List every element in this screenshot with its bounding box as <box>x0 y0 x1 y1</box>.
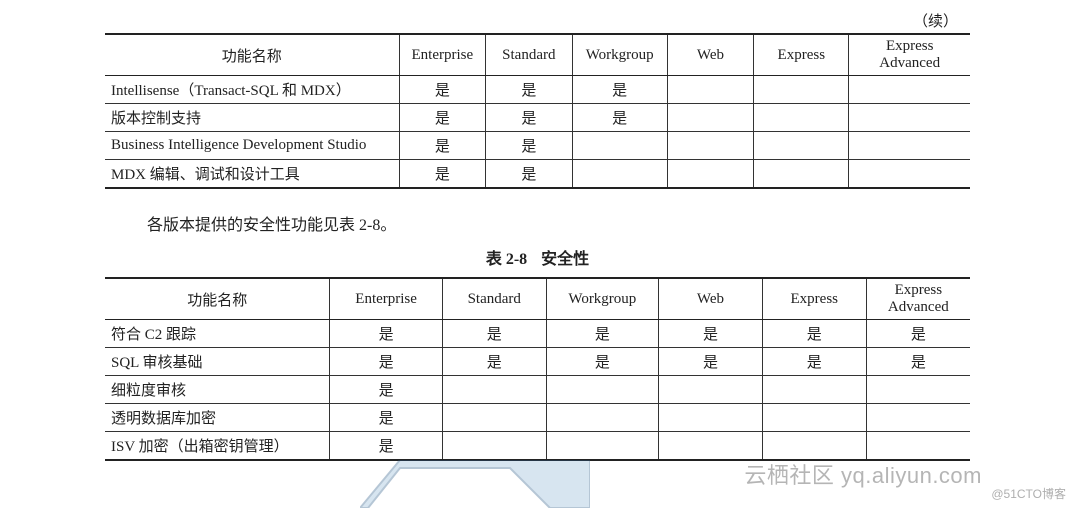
table1-row: Business Intelligence Development Studio… <box>105 132 970 160</box>
table1-cell <box>667 160 754 189</box>
table1-cell <box>667 76 754 104</box>
table1-cell: 是 <box>399 132 486 160</box>
table-caption: 表 2-8 安全性 <box>105 245 970 269</box>
table2-cell <box>659 404 763 432</box>
table2-cell <box>442 432 546 461</box>
table1-cell <box>849 76 970 104</box>
table2-cell: ISV 加密（出箱密钥管理） <box>105 432 330 461</box>
table1-cell: 是 <box>572 76 667 104</box>
table1-cell <box>667 104 754 132</box>
table1-cell <box>754 76 849 104</box>
table1-cell <box>849 132 970 160</box>
table1-cell: 是 <box>399 160 486 189</box>
table1-row: Intellisense（Transact-SQL 和 MDX）是是是 <box>105 76 970 104</box>
table1-cell: 是 <box>399 104 486 132</box>
table2-cell <box>762 404 866 432</box>
table1-cell <box>849 160 970 189</box>
table1-cell: 是 <box>399 76 486 104</box>
table2-cell: 是 <box>330 376 442 404</box>
table1-cell: 是 <box>486 76 573 104</box>
table1-cell: MDX 编辑、调试和设计工具 <box>105 160 399 189</box>
table1-header-6: ExpressAdvanced <box>849 34 970 76</box>
table2-header-6: ExpressAdvanced <box>866 278 970 320</box>
table2-cell <box>659 432 763 461</box>
table2-cell: 是 <box>330 320 442 348</box>
table1-cell <box>754 132 849 160</box>
table2-cell: 是 <box>330 404 442 432</box>
table2-cell: 是 <box>546 348 658 376</box>
table2-cell: 是 <box>866 320 970 348</box>
feature-table-2: 功能名称EnterpriseStandardWorkgroupWebExpres… <box>105 277 970 461</box>
watermark-51cto: @51CTO博客 <box>991 485 1066 502</box>
table2-cell: 是 <box>330 348 442 376</box>
paragraph-security: 各版本提供的安全性功能见表 2-8。 <box>147 211 970 235</box>
continued-label: （续） <box>105 10 970 31</box>
table2-row: ISV 加密（出箱密钥管理）是 <box>105 432 970 461</box>
table2-cell: 细粒度审核 <box>105 376 330 404</box>
table1-header-2: Standard <box>486 34 573 76</box>
table2-cell <box>866 404 970 432</box>
table1-cell <box>572 132 667 160</box>
table1-cell: 是 <box>572 104 667 132</box>
table2-cell <box>866 432 970 461</box>
table1-cell <box>849 104 970 132</box>
table2-cell: 是 <box>546 320 658 348</box>
table1-header-0: 功能名称 <box>105 34 399 76</box>
table2-cell: 是 <box>762 348 866 376</box>
table2-row: 符合 C2 跟踪是是是是是是 <box>105 320 970 348</box>
table2-row: SQL 审核基础是是是是是是 <box>105 348 970 376</box>
table1-cell: Business Intelligence Development Studio <box>105 132 399 160</box>
table1-cell: 版本控制支持 <box>105 104 399 132</box>
table1-cell: 是 <box>486 104 573 132</box>
table2-cell <box>546 404 658 432</box>
table2-row: 透明数据库加密是 <box>105 404 970 432</box>
table2-cell <box>866 376 970 404</box>
table2-cell: 透明数据库加密 <box>105 404 330 432</box>
table2-cell <box>762 432 866 461</box>
table2-cell <box>659 376 763 404</box>
table2-cell: 是 <box>762 320 866 348</box>
table2-cell: 是 <box>330 432 442 461</box>
watermark-yunqi: 云栖社区 yq.aliyun.com <box>744 458 982 490</box>
caption-number: 表 2-8 <box>486 251 527 268</box>
table2-cell <box>442 404 546 432</box>
table1-cell <box>754 104 849 132</box>
table1-row: MDX 编辑、调试和设计工具是是 <box>105 160 970 189</box>
table2-header-3: Workgroup <box>546 278 658 320</box>
table1-cell: Intellisense（Transact-SQL 和 MDX） <box>105 76 399 104</box>
table1-cell: 是 <box>486 132 573 160</box>
table2-cell <box>442 376 546 404</box>
table2-cell: SQL 审核基础 <box>105 348 330 376</box>
table2-header-1: Enterprise <box>330 278 442 320</box>
table1-header-5: Express <box>754 34 849 76</box>
table2-cell: 符合 C2 跟踪 <box>105 320 330 348</box>
table1-cell <box>572 160 667 189</box>
feature-table-1: 功能名称EnterpriseStandardWorkgroupWebExpres… <box>105 33 970 189</box>
table2-cell <box>546 432 658 461</box>
table2-cell <box>762 376 866 404</box>
table1-header-3: Workgroup <box>572 34 667 76</box>
table2-cell <box>546 376 658 404</box>
table2-header-5: Express <box>762 278 866 320</box>
table1-header-1: Enterprise <box>399 34 486 76</box>
table2-cell: 是 <box>442 348 546 376</box>
table1-cell <box>754 160 849 189</box>
table2-cell: 是 <box>659 348 763 376</box>
table2-header-4: Web <box>659 278 763 320</box>
table2-cell: 是 <box>442 320 546 348</box>
table1-cell: 是 <box>486 160 573 189</box>
table2-cell: 是 <box>866 348 970 376</box>
table1-cell <box>667 132 754 160</box>
table2-header-0: 功能名称 <box>105 278 330 320</box>
caption-title: 安全性 <box>541 251 589 268</box>
table1-header-4: Web <box>667 34 754 76</box>
background-shape <box>360 460 590 508</box>
table2-row: 细粒度审核是 <box>105 376 970 404</box>
table1-row: 版本控制支持是是是 <box>105 104 970 132</box>
table2-header-2: Standard <box>442 278 546 320</box>
table2-cell: 是 <box>659 320 763 348</box>
